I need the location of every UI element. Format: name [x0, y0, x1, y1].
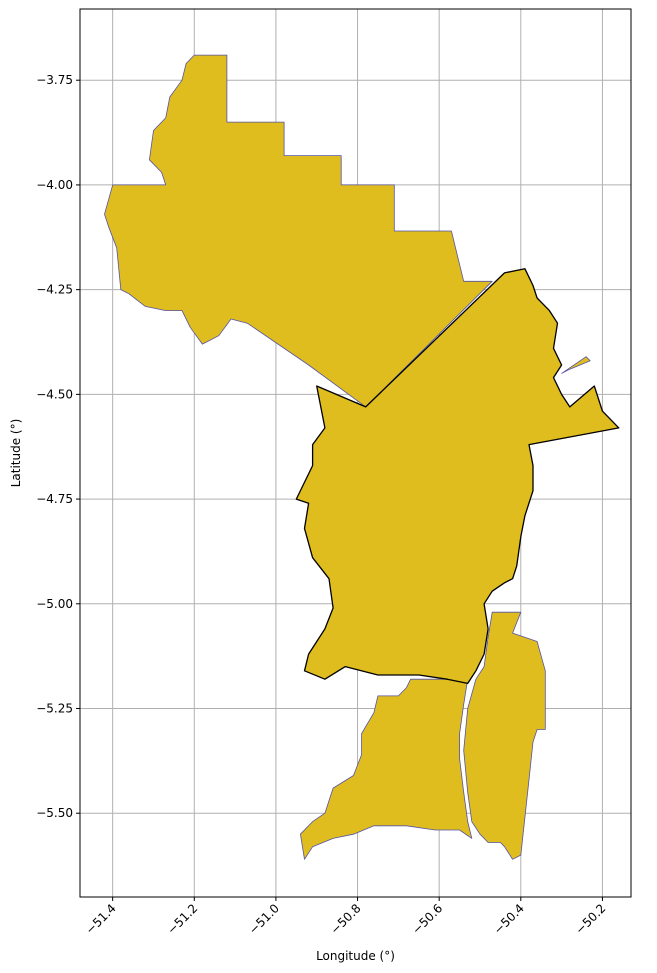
region-north	[104, 54, 493, 408]
y-tick-label: −5.50	[36, 806, 73, 820]
y-tick-label: −4.50	[36, 387, 73, 401]
y-tick-label: −5.00	[36, 597, 73, 611]
x-axis-ticks: −51.4 −51.2 −51.0 −50.8 −50.6 −50.4 −50.2	[83, 897, 609, 937]
y-tick-label: −4.00	[36, 178, 73, 192]
y-tick-label: −3.75	[36, 73, 73, 87]
x-tick-label: −51.2	[164, 901, 200, 937]
y-axis-ticks: −3.75 −4.00 −4.25 −4.50 −4.75 −5.00 −5.25 −5.50	[36, 73, 80, 820]
region-island	[561, 356, 591, 374]
x-axis-label: Longitude (°)	[316, 949, 395, 963]
region-southeast	[463, 611, 546, 860]
regions	[104, 54, 591, 860]
highlight-region-outline	[295, 268, 620, 685]
highlighted-region	[295, 268, 620, 685]
x-tick-label: −50.6	[409, 901, 445, 937]
x-tick-label: −50.8	[328, 901, 364, 937]
y-tick-label: −4.25	[36, 283, 73, 297]
x-tick-label: −51.4	[83, 901, 119, 937]
region-southwest	[300, 678, 473, 860]
y-tick-label: −4.75	[36, 492, 73, 506]
y-axis-label: Latitude (°)	[9, 419, 23, 488]
x-tick-label: −50.4	[491, 901, 527, 937]
y-tick-label: −5.25	[36, 702, 73, 716]
x-tick-label: −50.2	[573, 901, 609, 937]
axes-frame	[79, 8, 632, 898]
x-tick-label: −51.0	[246, 901, 282, 937]
